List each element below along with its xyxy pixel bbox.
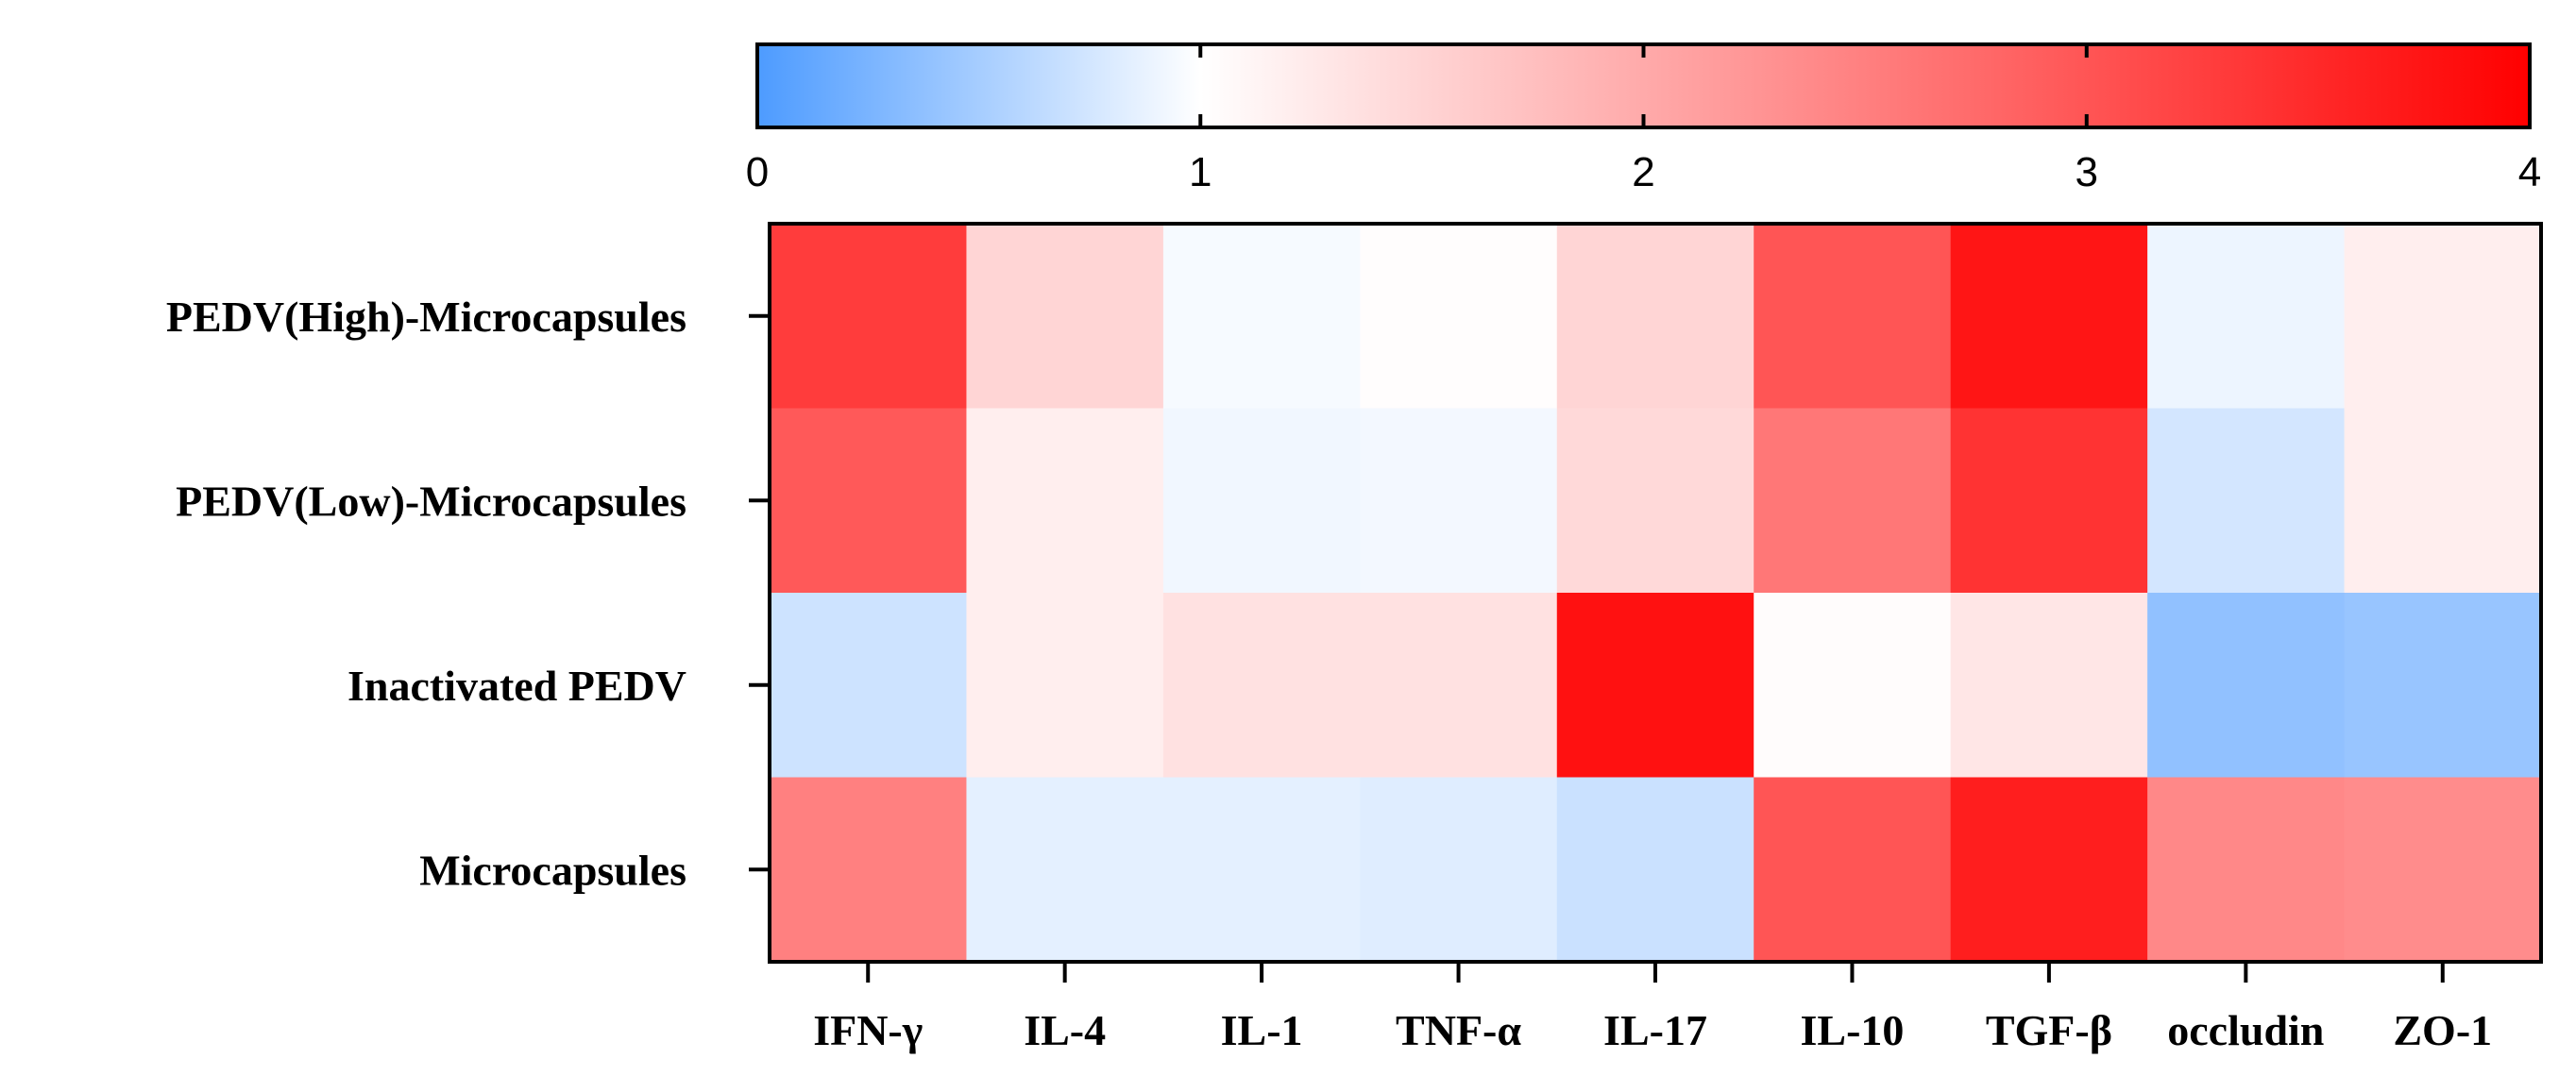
column-label: IL-4 xyxy=(1024,1006,1106,1054)
row-label: PEDV(Low)-Microcapsules xyxy=(176,477,686,525)
row-label: Microcapsules xyxy=(419,846,686,894)
colorbar-tick-label: 2 xyxy=(1632,149,1654,195)
heatmap-cell xyxy=(2147,777,2346,963)
colorbar-tick-label: 1 xyxy=(1189,149,1212,195)
column-label: IFN-γ xyxy=(813,1006,923,1054)
heatmap-cell xyxy=(770,777,967,963)
heatmap-cell xyxy=(1360,777,1558,963)
heatmap-cell xyxy=(1162,224,1361,409)
heatmap-cell xyxy=(1360,408,1558,594)
heatmap-cell xyxy=(1360,224,1558,409)
column-label: IL-17 xyxy=(1603,1006,1707,1054)
row-label: Inactivated PEDV xyxy=(347,662,686,710)
heatmap-cell xyxy=(1162,777,1361,963)
heatmap-cell xyxy=(1360,593,1558,778)
heatmap-cell xyxy=(1162,408,1361,594)
row-labels: PEDV(High)-Microcapsules PEDV(Low)-Microc… xyxy=(166,293,770,894)
heatmap-cell xyxy=(1556,777,1754,963)
heatmap-cell xyxy=(1754,593,1952,778)
heatmap-cell xyxy=(770,408,967,594)
column-label: IL-10 xyxy=(1800,1006,1904,1054)
heatmap-cell xyxy=(1950,224,2148,409)
column-label: IL-1 xyxy=(1221,1006,1303,1054)
colorbar-tick-label: 0 xyxy=(746,149,769,195)
heatmap-cell xyxy=(1162,593,1361,778)
column-label: occludin xyxy=(2167,1006,2324,1054)
colorbar-gradient xyxy=(755,42,2532,129)
heatmap-cell xyxy=(2344,593,2542,778)
heatmap-cell xyxy=(770,593,967,778)
column-label: TNF-α xyxy=(1396,1006,1521,1054)
column-labels: IFN-γ IL-4 IL-1 TNF-α IL-17 IL-10 TGF-β occludi… xyxy=(813,962,2492,1054)
heatmap-cell xyxy=(1754,408,1952,594)
heatmap-cell xyxy=(966,593,1164,778)
heatmap-cell xyxy=(1556,408,1754,594)
column-label: ZO-1 xyxy=(2393,1006,2492,1054)
heatmap-cell xyxy=(1754,224,1952,409)
heatmap-cell xyxy=(1754,777,1952,963)
heatmap-cell xyxy=(2344,408,2542,594)
heatmap-cell xyxy=(966,777,1164,963)
heatmap-cell xyxy=(770,224,967,409)
heatmap-cell xyxy=(2344,224,2542,409)
colorbar-tick-label: 4 xyxy=(2518,149,2541,195)
row-label: PEDV(High)-Microcapsules xyxy=(166,293,686,341)
heatmap-cell xyxy=(1950,593,2148,778)
heatmap-cell xyxy=(1950,777,2148,963)
heatmap-cell xyxy=(1950,408,2148,594)
heatmap-cell xyxy=(1556,593,1754,778)
colorbar: 0 1 2 3 4 xyxy=(746,42,2541,195)
heatmap-cell xyxy=(2344,777,2542,963)
column-label: TGF-β xyxy=(1986,1006,2112,1054)
heatmap-cell xyxy=(966,408,1164,594)
colorbar-tick-label: 3 xyxy=(2076,149,2098,195)
heatmap-grid xyxy=(768,222,2543,964)
heatmap-cell xyxy=(1556,224,1754,409)
heatmap-cell xyxy=(966,224,1164,409)
heatmap-cell xyxy=(2147,593,2346,778)
heatmap-cell xyxy=(2147,224,2346,409)
heatmap-cell xyxy=(2147,408,2346,594)
